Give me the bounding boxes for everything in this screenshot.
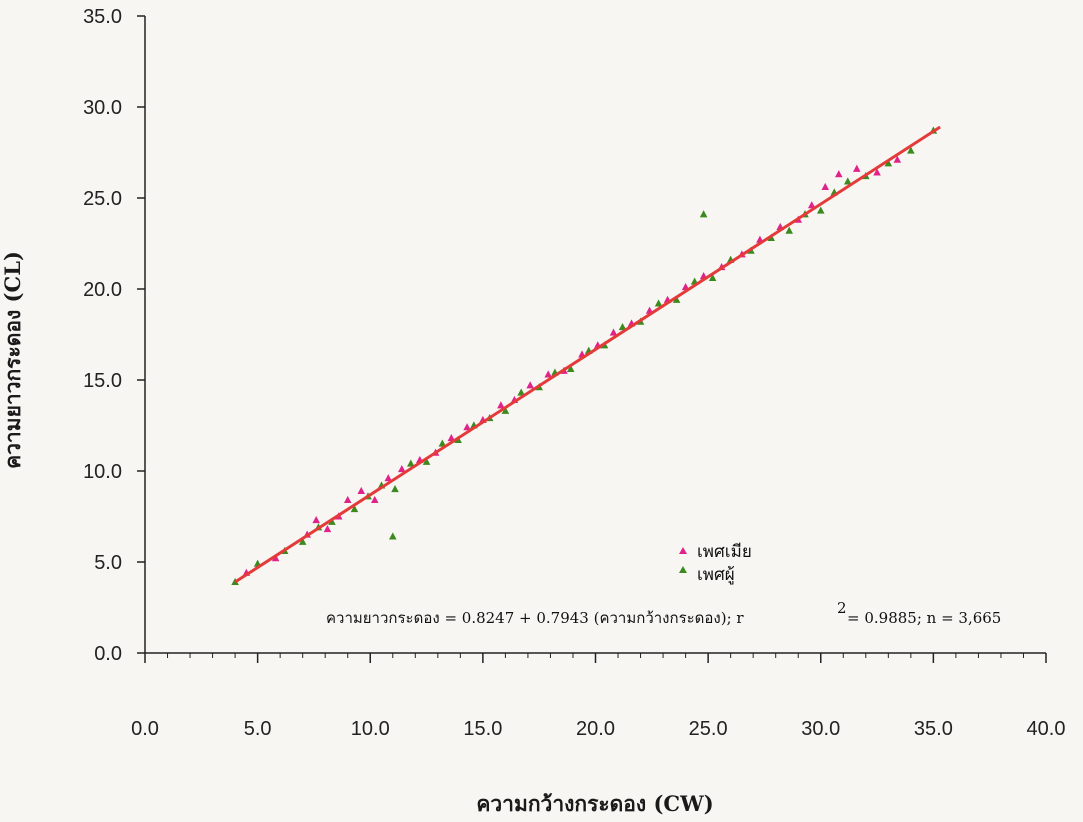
female-data-point bbox=[323, 525, 332, 533]
male-data-point bbox=[699, 210, 708, 218]
female-data-point bbox=[834, 170, 843, 178]
y-tick-label: 30.0 bbox=[83, 97, 122, 119]
male-data-point bbox=[566, 364, 575, 373]
equation-text: ความยาวกระดอง = 0.8247 + 0.7943 (ความกว้… bbox=[326, 609, 744, 627]
female-data-point bbox=[609, 328, 618, 336]
male-data-point bbox=[844, 177, 852, 185]
male-data-point bbox=[388, 532, 397, 540]
male-data-point bbox=[907, 146, 915, 154]
x-tick-label: 20.0 bbox=[576, 718, 615, 740]
x-tick-label: 5.0 bbox=[244, 718, 272, 740]
male-data-point bbox=[407, 459, 415, 467]
legend-female-label: เพศเมีย bbox=[697, 542, 752, 562]
male-data-point bbox=[816, 206, 825, 214]
x-axis: 0.0 5.0 10.0 15.0 20.0 25.0 30.0 35.0 40.0 bbox=[131, 652, 1066, 740]
male-data-point bbox=[517, 388, 525, 396]
x-tick-label: 15.0 bbox=[463, 718, 502, 740]
male-data-point bbox=[708, 273, 717, 282]
female-data-point bbox=[526, 381, 534, 389]
female-data-point bbox=[893, 155, 902, 163]
x-tick-label: 35.0 bbox=[914, 718, 953, 740]
female-data-point bbox=[370, 495, 379, 504]
regression-line bbox=[234, 125, 941, 584]
male-data-point bbox=[785, 226, 793, 234]
y-tick-label: 35.0 bbox=[83, 6, 122, 28]
fit-line-group bbox=[234, 125, 941, 584]
y-axis: 0.0 5.0 10.0 15.0 20.0 25.0 30.0 35.0 bbox=[83, 6, 146, 665]
male-data-point bbox=[350, 505, 359, 513]
x-tick-label: 40.0 bbox=[1027, 718, 1066, 740]
female-data-point bbox=[853, 164, 861, 172]
y-tick-label: 0.0 bbox=[94, 643, 122, 665]
male-data-point bbox=[884, 159, 893, 167]
female-data-point bbox=[463, 423, 471, 431]
male-data-point bbox=[422, 457, 431, 465]
legend-male-label: เพศผู้ bbox=[697, 565, 735, 585]
female-data-point bbox=[271, 554, 280, 562]
male-data-point bbox=[298, 537, 307, 545]
y-tick-label: 10.0 bbox=[83, 461, 122, 483]
female-data-point bbox=[873, 168, 881, 176]
x-tick-label: 10.0 bbox=[351, 718, 390, 740]
equation-tail: = 0.9885; n = 3,665 bbox=[847, 609, 1001, 627]
y-tick-label: 5.0 bbox=[94, 552, 122, 574]
female-data-point bbox=[544, 370, 552, 378]
female-data-point bbox=[447, 434, 456, 442]
x-tick-label: 25.0 bbox=[689, 718, 728, 740]
data-points bbox=[231, 126, 938, 585]
female-data-point bbox=[807, 201, 816, 209]
x-tick-label: 0.0 bbox=[131, 718, 159, 740]
y-tick-label: 15.0 bbox=[83, 370, 122, 392]
male-data-point bbox=[501, 406, 510, 414]
male-data-point bbox=[618, 323, 627, 331]
y-tick-label: 20.0 bbox=[83, 279, 122, 301]
y-axis-title: ความยาวกระดอง (CL) bbox=[0, 251, 25, 469]
female-data-point bbox=[312, 515, 320, 524]
equation-superscript: 2 bbox=[837, 599, 847, 617]
regression-equation: ความยาวกระดอง = 0.8247 + 0.7943 (ความกว้… bbox=[326, 599, 1001, 627]
male-data-point bbox=[391, 485, 399, 493]
female-data-point bbox=[343, 495, 352, 504]
legend-female-marker bbox=[679, 547, 687, 554]
female-data-point bbox=[357, 486, 366, 494]
female-data-point bbox=[821, 182, 830, 191]
female-data-point bbox=[398, 464, 406, 473]
male-data-point bbox=[654, 299, 663, 307]
female-data-point bbox=[384, 474, 393, 482]
male-data-point bbox=[438, 439, 447, 447]
x-axis-title: ความกว้างกระดอง (CW) bbox=[476, 791, 713, 816]
male-data-point bbox=[328, 517, 336, 525]
legend: เพศเมีย เพศผู้ bbox=[679, 542, 752, 585]
legend-male-marker bbox=[679, 566, 687, 573]
x-tick-label: 30.0 bbox=[801, 718, 840, 740]
y-tick-label: 25.0 bbox=[83, 188, 122, 210]
female-data-point bbox=[497, 401, 505, 409]
male-data-point bbox=[672, 295, 681, 303]
